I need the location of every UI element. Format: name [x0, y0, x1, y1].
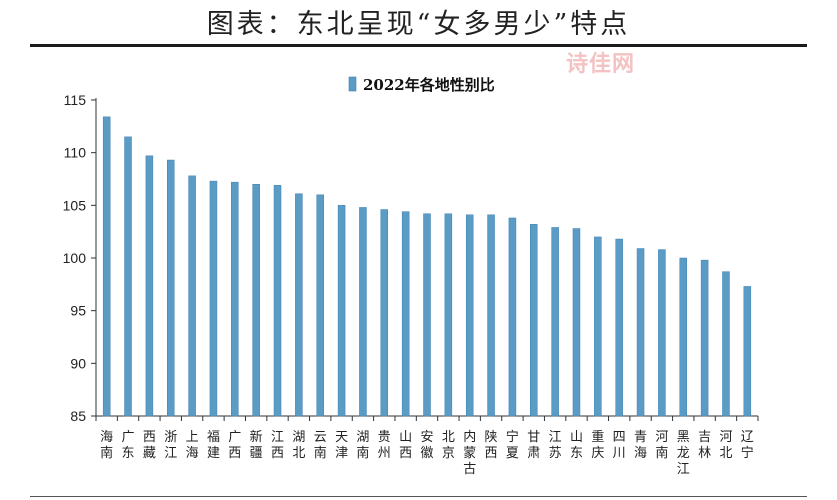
bar: [252, 184, 260, 417]
category-label: 吉林: [698, 430, 711, 461]
legend-swatch: [348, 76, 357, 92]
bar: [658, 249, 666, 417]
category-label: 黑龙江: [677, 430, 690, 477]
category-label: 广东: [122, 430, 135, 461]
bar: [380, 209, 389, 417]
category-label: 陕西: [485, 430, 498, 461]
bar: [423, 213, 431, 417]
bottom-divider: [30, 496, 807, 497]
category-label: 辽宁: [741, 430, 754, 461]
category-label: 浙江: [164, 430, 177, 461]
category-label: 河北: [719, 430, 732, 461]
bar: [273, 185, 282, 417]
category-label: 云南: [314, 430, 327, 461]
category-label: 北京: [442, 430, 455, 461]
category-label: 上海: [186, 430, 199, 461]
bar: [700, 259, 709, 417]
category-label: 贵州: [378, 430, 391, 461]
category-label: 湖北: [292, 430, 305, 461]
category-label: 江苏: [549, 430, 562, 461]
bar: [209, 180, 218, 417]
page-title: 图表：东北呈现“女多男少”特点: [206, 9, 631, 40]
y-tick-label: 90: [70, 355, 86, 371]
title-divider: [30, 44, 807, 47]
category-label: 新疆: [250, 429, 263, 461]
bar: [530, 224, 538, 417]
category-label: 江西: [271, 430, 284, 461]
bar: [124, 136, 132, 417]
category-label: 西藏: [143, 430, 156, 461]
bar: [102, 116, 111, 417]
bar: [551, 227, 559, 417]
bar: [316, 194, 324, 417]
category-label: 青海: [634, 430, 647, 461]
bar: [145, 155, 154, 417]
bar: [722, 271, 730, 417]
bar: [636, 248, 645, 417]
category-label: 海南: [100, 430, 113, 461]
bar: [572, 228, 581, 417]
bar: [359, 207, 367, 417]
legend: 2022年各地性别比: [348, 76, 495, 94]
bar: [615, 238, 623, 417]
bars: [102, 116, 752, 417]
category-labels: 海南广东西藏浙江上海福建广西新疆江西湖北云南天津湖南贵州山西安徽北京内蒙古陕西宁…: [100, 429, 754, 477]
category-label: 福建: [207, 430, 220, 461]
watermark: 诗佳网: [566, 52, 636, 77]
bar: [401, 211, 410, 417]
category-label: 宁夏: [506, 429, 519, 461]
bar: [679, 257, 688, 417]
x-axis: [95, 415, 759, 421]
bar: [743, 286, 752, 417]
y-tick-label: 115: [64, 92, 87, 108]
y-tick-label: 95: [70, 303, 86, 319]
y-tick-label: 105: [63, 197, 87, 213]
bar: [444, 213, 453, 417]
category-label: 安徽: [420, 430, 433, 461]
category-label: 四川: [613, 430, 626, 461]
category-label: 重庆: [591, 429, 604, 461]
bar: [508, 217, 517, 417]
category-label: 内蒙古: [463, 429, 476, 477]
bar: [166, 159, 175, 417]
y-tick-label: 100: [63, 250, 87, 266]
category-label: 山西: [399, 430, 412, 461]
y-tick-label: 85: [70, 408, 86, 424]
category-label: 广西: [228, 430, 241, 461]
category-label: 甘肃: [527, 430, 540, 461]
bar: [295, 193, 303, 417]
bar: [188, 175, 196, 417]
bar: [594, 236, 602, 417]
y-axis: 85 90 95 100 105 110 115: [63, 92, 97, 424]
bar: [231, 181, 239, 417]
bar: [487, 214, 495, 417]
y-tick-label: 110: [64, 145, 87, 161]
bar: [465, 214, 474, 417]
legend-label: 2022年各地性别比: [363, 76, 495, 94]
category-label: 天津: [335, 430, 348, 461]
category-label: 山东: [570, 430, 583, 461]
category-label: 河南: [655, 430, 668, 461]
bar: [337, 205, 346, 417]
category-label: 湖南: [356, 430, 369, 461]
